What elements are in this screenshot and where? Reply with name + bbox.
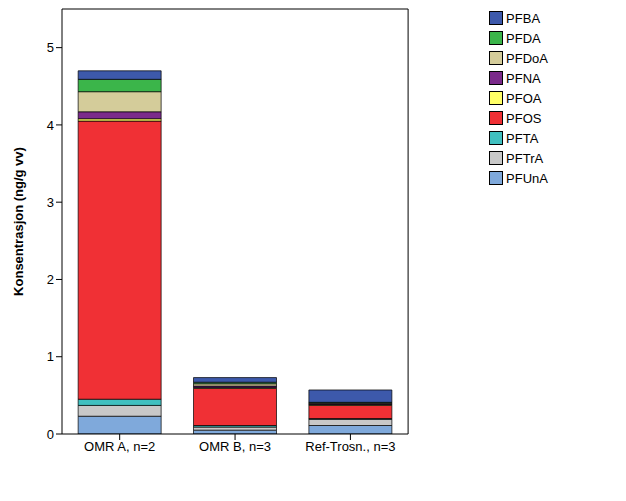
svg-text:OMR A, n=2: OMR A, n=2	[84, 439, 155, 454]
html-text:PFDA: PFDA	[506, 30, 541, 46]
svg-text:4: 4	[47, 118, 54, 133]
html-text:PFTA: PFTA	[506, 130, 539, 146]
svg-text:2: 2	[47, 272, 54, 287]
html-text:PFBA: PFBA	[506, 10, 541, 26]
svg-text:0: 0	[47, 427, 54, 442]
svg-text:Ref-Trosn., n=3: Ref-Trosn., n=3	[305, 439, 395, 454]
svg-text:3: 3	[47, 195, 54, 210]
svg-text:5: 5	[47, 40, 54, 55]
svg-text:OMR B, n=3: OMR B, n=3	[199, 439, 271, 454]
html-text:PFOA: PFOA	[506, 90, 542, 106]
html-text:PFTrA: PFTrA	[506, 150, 544, 166]
html-text:PFNA: PFNA	[506, 70, 541, 86]
svg-text:1: 1	[47, 349, 54, 364]
svg-text:Konsentrasjon (ng/g vv): Konsentrasjon (ng/g vv)	[11, 147, 26, 296]
html-text:PFOS: PFOS	[506, 110, 542, 126]
html-text:PFUnA: PFUnA	[506, 170, 548, 186]
html-text:PFDoA: PFDoA	[506, 50, 548, 66]
